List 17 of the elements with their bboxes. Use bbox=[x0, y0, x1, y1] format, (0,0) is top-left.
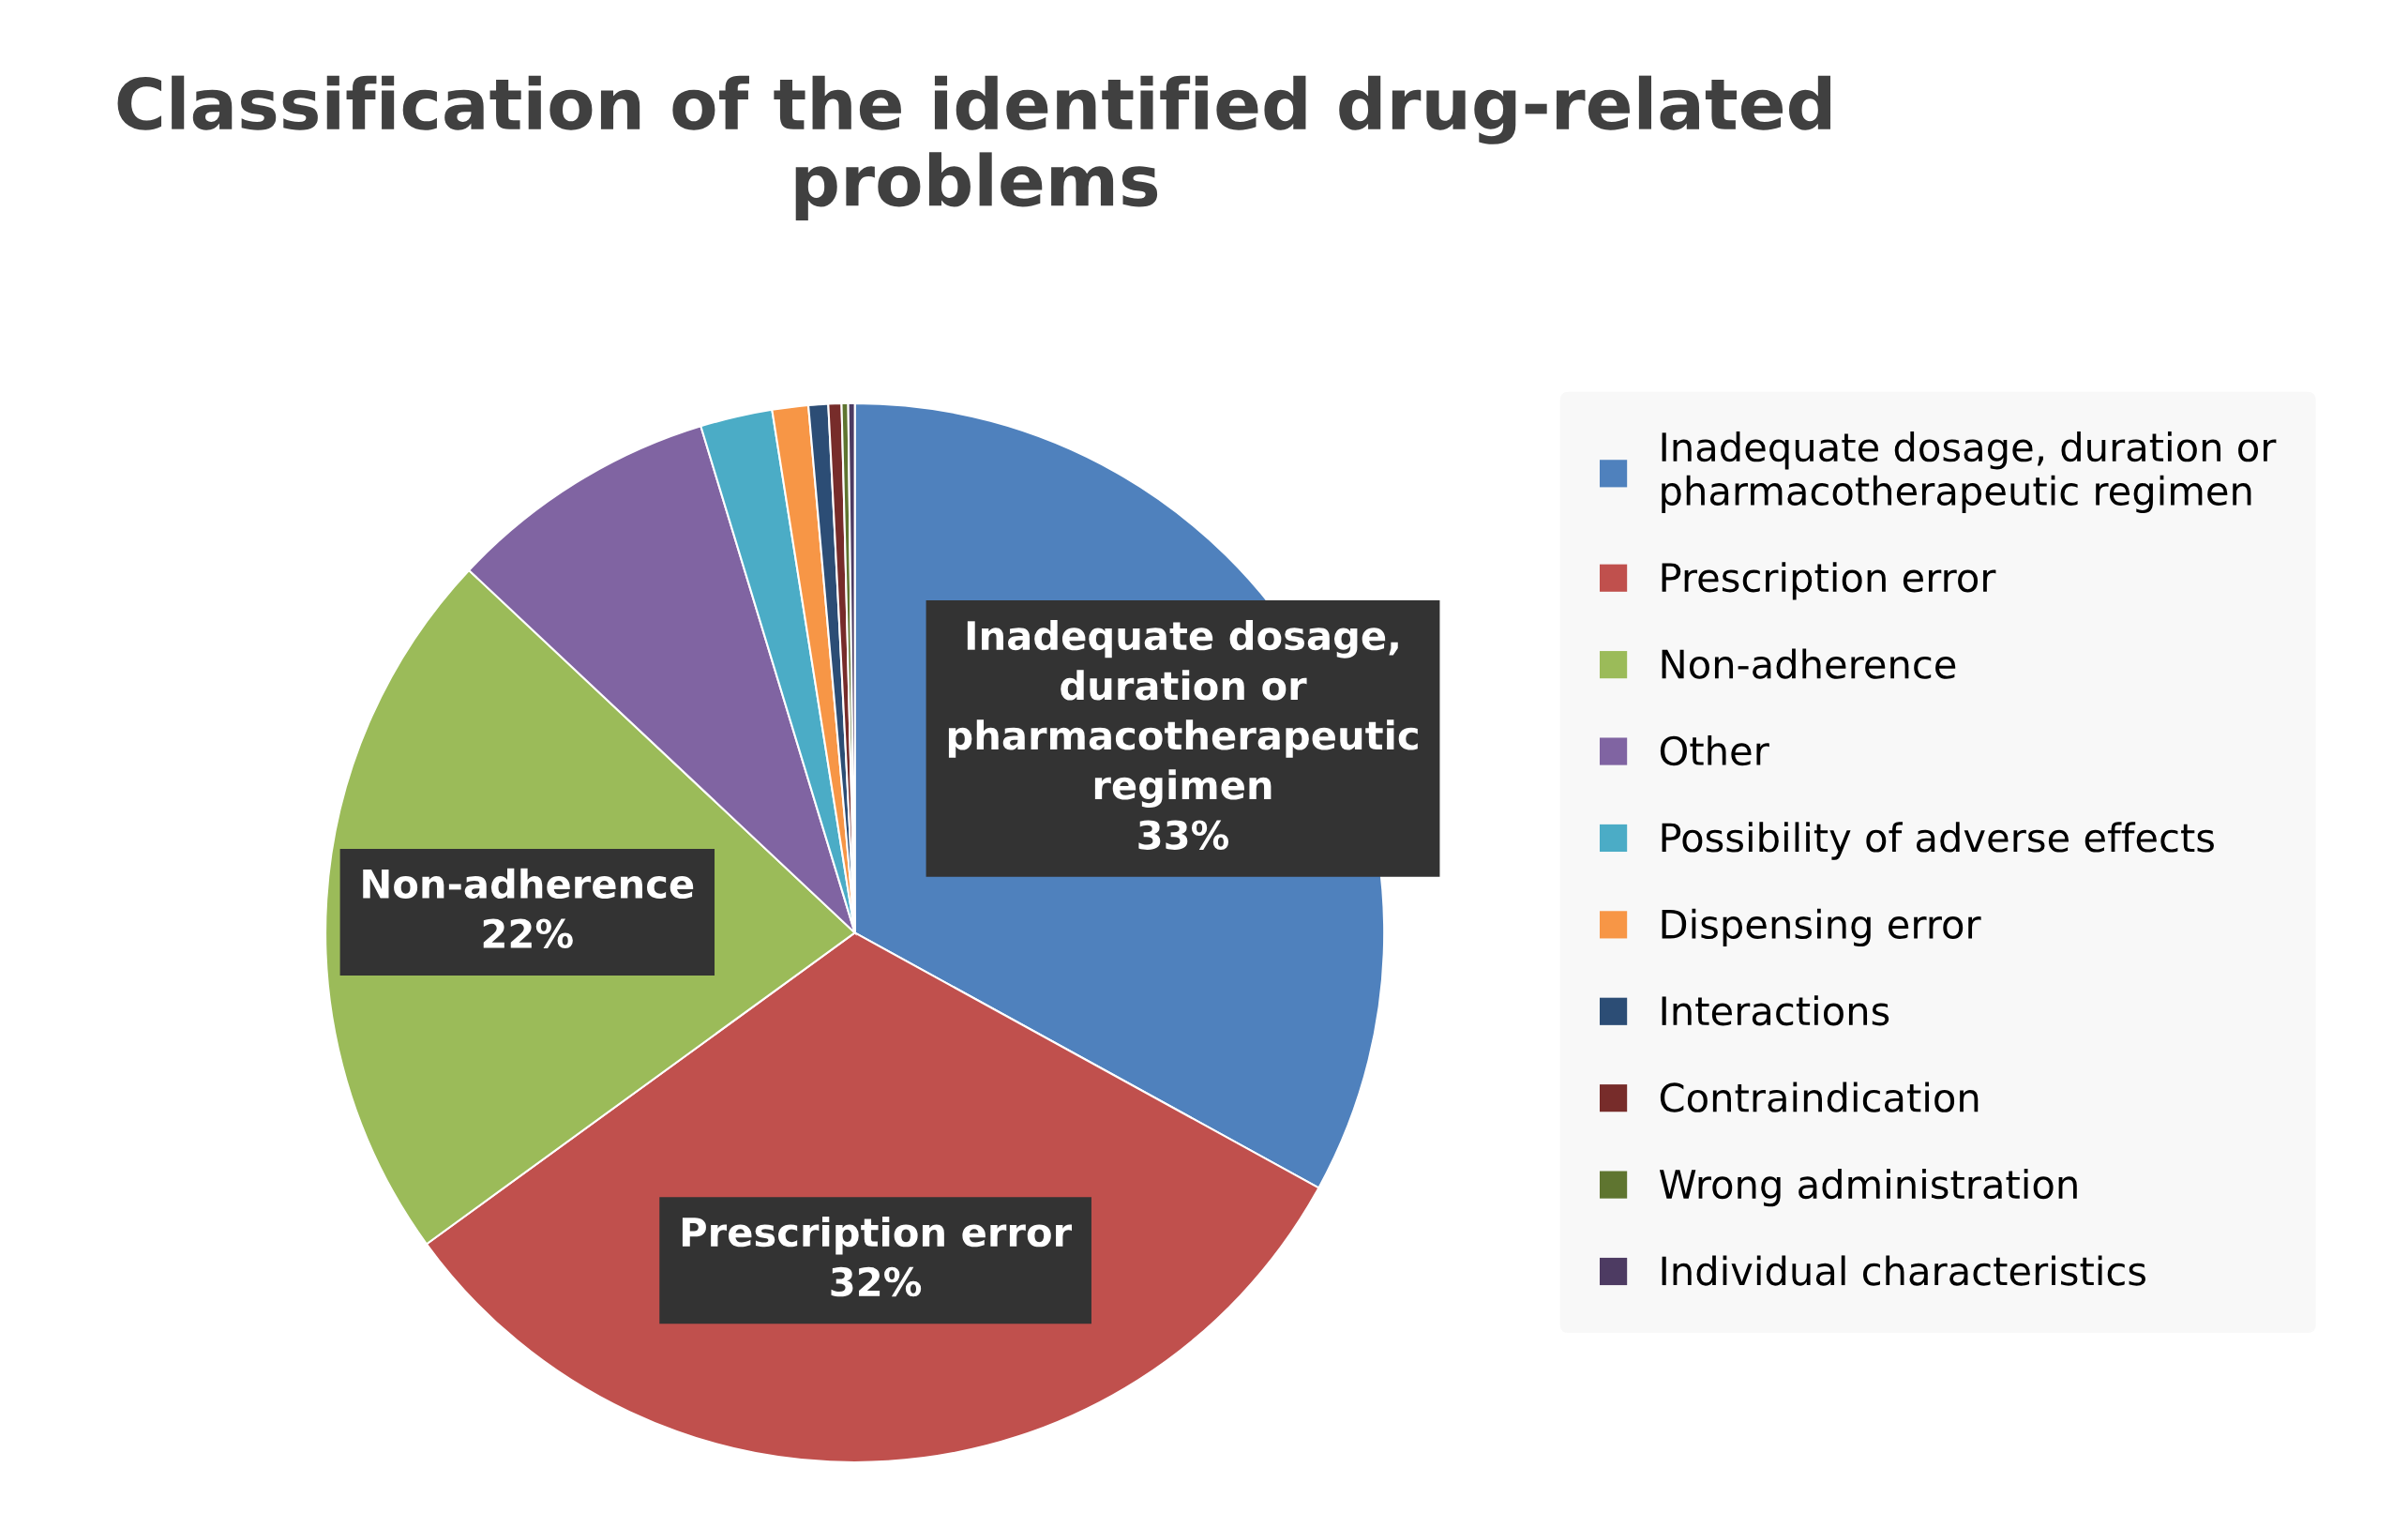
legend-label: Interactions bbox=[1662, 995, 1889, 1026]
slice-label: Inadequate dosage, duration or pharmacotherapeutic regimen bbox=[948, 620, 1418, 808]
chart-title: Classification of the identified drug-related problems bbox=[117, 75, 1831, 220]
legend-label: Dispensing error bbox=[1662, 908, 1981, 947]
slice-label: Prescription error bbox=[682, 1217, 1073, 1255]
legend-label: Inadequate dosage, duration or pharmacotherapeutic regimen bbox=[1662, 431, 2277, 514]
data-label: 33% bbox=[1138, 820, 1229, 850]
legend-label: Wrong administration bbox=[1659, 1169, 2077, 1207]
data-label: 32% bbox=[831, 1266, 922, 1297]
slice-label: Non-adherence bbox=[363, 868, 694, 900]
legend-label: Prescription error bbox=[1662, 562, 1996, 600]
legend-label: Non-adherence bbox=[1662, 648, 1956, 679]
data-label: 22% bbox=[483, 918, 573, 949]
legend-label: Individual characteristics bbox=[1662, 1255, 2145, 1286]
legend-label: Contraindication bbox=[1660, 1082, 1979, 1112]
legend-label: Possibility of adverse effects bbox=[1662, 822, 2214, 860]
legend-label: Other bbox=[1660, 734, 1769, 766]
